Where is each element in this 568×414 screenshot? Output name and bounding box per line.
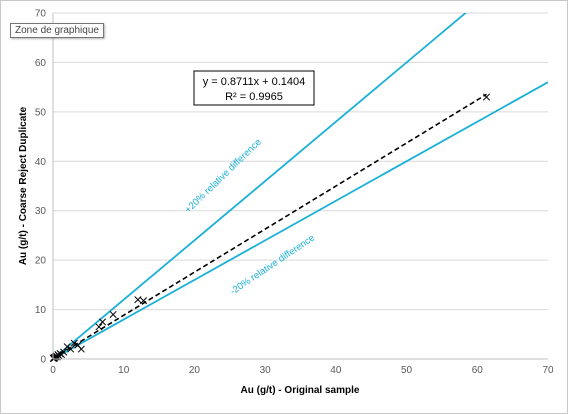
data-point-stroke-b	[70, 339, 78, 347]
data-point-21	[134, 296, 142, 304]
gridlines	[53, 12, 548, 311]
data-point-17	[77, 345, 85, 353]
data-point-14	[67, 345, 75, 353]
y-tick-label-7: 70	[35, 9, 47, 20]
equation-box	[193, 70, 315, 106]
x-tick-label-5: 50	[401, 365, 413, 376]
data-point-12	[60, 348, 68, 356]
y-tick-label-3: 30	[35, 206, 47, 217]
r-squared: R² = 0.9965	[225, 91, 283, 103]
data-point-15	[70, 339, 78, 347]
y-tick-label-1: 10	[35, 305, 47, 316]
y-axis-title: Au (g/t) - Coarse Reject Duplicate	[18, 106, 29, 265]
data-points	[49, 93, 491, 363]
y-tick-label-6: 60	[35, 58, 47, 69]
y-tick-label-0: 0	[40, 355, 46, 366]
y-tick-label-2: 20	[35, 256, 47, 267]
axes	[52, 13, 548, 360]
band-label-upper: +20% relative difference	[183, 137, 264, 216]
data-point-18	[95, 323, 103, 331]
data-point-20	[109, 310, 117, 319]
x-axis-title: Au (g/t) - Original sample	[241, 385, 360, 396]
data-point-stroke-b	[77, 345, 85, 353]
data-point-stroke-b	[95, 323, 103, 331]
data-point-stroke-b	[60, 348, 68, 356]
data-point-22	[139, 297, 148, 305]
x-tick-label-3: 30	[260, 365, 272, 376]
data-point-stroke-b	[67, 345, 75, 353]
trendline-group	[52, 93, 487, 359]
y-tick-label-5: 50	[35, 107, 47, 118]
chart-area-tooltip: Zone de graphique	[10, 23, 104, 38]
x-tick-label-1: 10	[118, 365, 130, 376]
data-point-stroke-b	[74, 341, 82, 349]
data-point-stroke-b	[109, 310, 117, 319]
tick-labels: 0 10 20 30 40 50 60 70 0 10 20 30 40 50 60 70	[35, 9, 554, 377]
data-point-stroke-b	[98, 318, 107, 326]
data-point-19	[98, 318, 107, 326]
data-point-stroke-b	[482, 93, 491, 101]
trendline-equation: y = 0.8711x + 0.1404	[203, 76, 306, 88]
data-point-stroke-b	[63, 343, 71, 351]
upper-band-line	[53, 13, 467, 359]
y-tick-label-4: 40	[35, 157, 47, 168]
data-point-23	[482, 93, 491, 101]
lower-band-line	[53, 81, 548, 359]
x-tick-label-6: 60	[472, 365, 484, 376]
x-tick-label-4: 40	[330, 365, 342, 376]
x-tick-label-7: 70	[542, 365, 554, 376]
data-point-13	[63, 343, 71, 351]
trendline	[52, 93, 487, 359]
x-tick-label-0: 0	[50, 365, 56, 376]
data-point-stroke-b	[139, 297, 148, 305]
band-label-lower: -20% relative difference	[228, 233, 317, 298]
x-tick-label-2: 20	[189, 365, 201, 376]
data-point-stroke-b	[134, 296, 142, 304]
band-lines	[53, 13, 548, 359]
